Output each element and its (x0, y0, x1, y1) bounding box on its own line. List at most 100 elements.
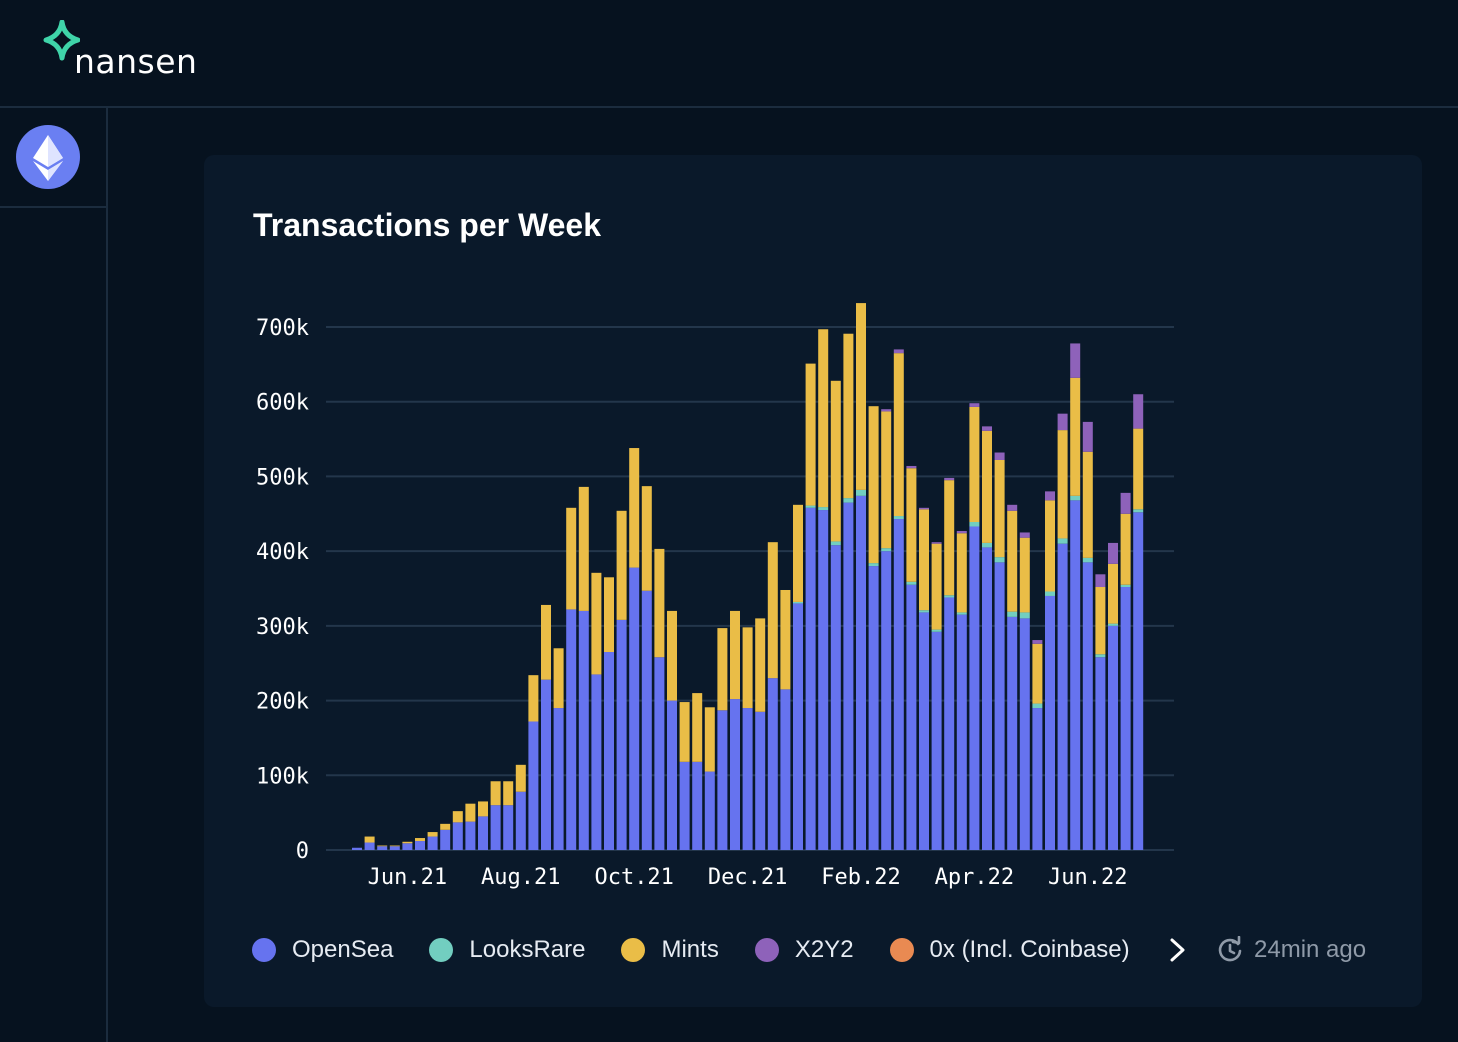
bar-segment (1045, 491, 1055, 501)
bar-segment (465, 821, 476, 850)
bar-segment (679, 761, 690, 850)
bar-segment (541, 679, 551, 850)
sidebar-divider (0, 206, 106, 208)
bar-segment (755, 618, 766, 712)
bar-segment (503, 805, 514, 850)
bar-segment (931, 629, 942, 632)
bar-segment (805, 507, 816, 850)
legend-label: 0x (Incl. Coinbase) (929, 936, 1130, 963)
y-tick-label: 400k (256, 540, 309, 565)
bar-segment (591, 674, 602, 850)
bar-segment (1045, 591, 1055, 596)
bar-segment (994, 459, 1005, 558)
bar-segment (440, 823, 451, 830)
bar-segment (982, 547, 992, 850)
legend-dot (754, 938, 779, 962)
bar-segment (667, 700, 677, 850)
bar-segment (1007, 504, 1018, 511)
bar-segment (767, 542, 778, 679)
bar-segment (704, 771, 715, 850)
bar-segment (1133, 512, 1144, 850)
bar-segment (969, 406, 980, 523)
bar-segment (641, 590, 652, 850)
bar-segment (818, 329, 829, 508)
legend-item[interactable]: OpenSea (252, 936, 393, 964)
bar-segment (1032, 640, 1043, 644)
legend-label: X2Y2 (794, 936, 854, 963)
bar-segment (1082, 451, 1093, 558)
bar-segment (893, 519, 904, 850)
bar-segment (856, 495, 866, 850)
legend-item[interactable]: X2Y2 (754, 936, 854, 964)
legend-dot (889, 938, 914, 962)
legend-label: Mints (661, 936, 719, 963)
bar-segment (641, 486, 652, 591)
bar-segment (1120, 492, 1131, 514)
bar-segment (956, 614, 967, 850)
bar-segment (881, 411, 892, 549)
x-tick-label: Oct.21 (594, 865, 673, 890)
x-tick-label: Jun.22 (1048, 865, 1127, 890)
bar-segment (1070, 377, 1081, 496)
bar-segment (1019, 612, 1030, 619)
bar-segment (919, 612, 929, 850)
legend-label: OpenSea (292, 936, 394, 963)
bar-segment (679, 702, 690, 762)
legend-label: LooksRare (469, 936, 586, 963)
bar-segment (906, 581, 917, 585)
bar-segment (616, 619, 627, 850)
bar-segment (490, 805, 501, 850)
legend-dot (252, 938, 276, 962)
bar-segment (402, 843, 413, 850)
bar-segment (1133, 509, 1144, 513)
bar-segment (919, 610, 929, 613)
refresh-clock-icon[interactable] (1216, 936, 1244, 964)
bar-segment (843, 502, 854, 850)
legend-item[interactable]: 0x (Incl. Coinbase) (889, 936, 1130, 964)
bar-segment (616, 510, 627, 620)
bar-segment (515, 764, 526, 792)
bar-segment (553, 648, 564, 709)
bar-segment (830, 380, 841, 542)
bar-segment (1095, 574, 1106, 588)
bar-segment (856, 303, 866, 490)
bar-segment (805, 505, 816, 508)
bar-segment (377, 846, 388, 850)
bar-segment (1019, 537, 1030, 613)
legend-item[interactable]: Mints (621, 936, 719, 964)
bar-segment (427, 832, 438, 837)
bar-segment (1057, 543, 1068, 850)
bar-segment (956, 533, 967, 613)
bar-segment (944, 597, 955, 850)
bar-segment (969, 522, 980, 527)
bar-segment (389, 846, 400, 850)
bar-segment (1082, 562, 1093, 850)
bar-segment (931, 631, 942, 850)
bar-segment (793, 504, 803, 602)
x-tick-label: Aug.21 (481, 865, 560, 890)
x-tick-label: Dec.21 (708, 865, 787, 890)
bar-segment (478, 801, 488, 817)
x-tick-label: Feb.22 (821, 865, 900, 890)
bar-segment (893, 516, 904, 520)
bar-segment (868, 566, 879, 850)
bar-segment (755, 711, 766, 850)
y-tick-label: 700k (256, 316, 309, 341)
chevron-right-icon[interactable] (1166, 935, 1190, 965)
bar-segment (982, 426, 992, 431)
bar-segment (1120, 513, 1131, 585)
bar-segment (1070, 343, 1081, 378)
ethereum-chain-button[interactable] (16, 125, 80, 189)
nansen-logo[interactable]: nansen (40, 19, 210, 81)
legend-item[interactable]: LooksRare (429, 936, 585, 964)
bar-segment (415, 841, 425, 850)
bar-segment (969, 403, 980, 407)
bar-segment (944, 480, 955, 596)
bar-segment (377, 845, 388, 847)
bar-segment (1095, 657, 1106, 850)
legend-dot (429, 938, 454, 962)
bar-segment (793, 603, 803, 850)
y-tick-label: 0 (296, 839, 309, 864)
bar-segment (843, 333, 854, 499)
x-tick-label: Apr.22 (935, 865, 1014, 890)
